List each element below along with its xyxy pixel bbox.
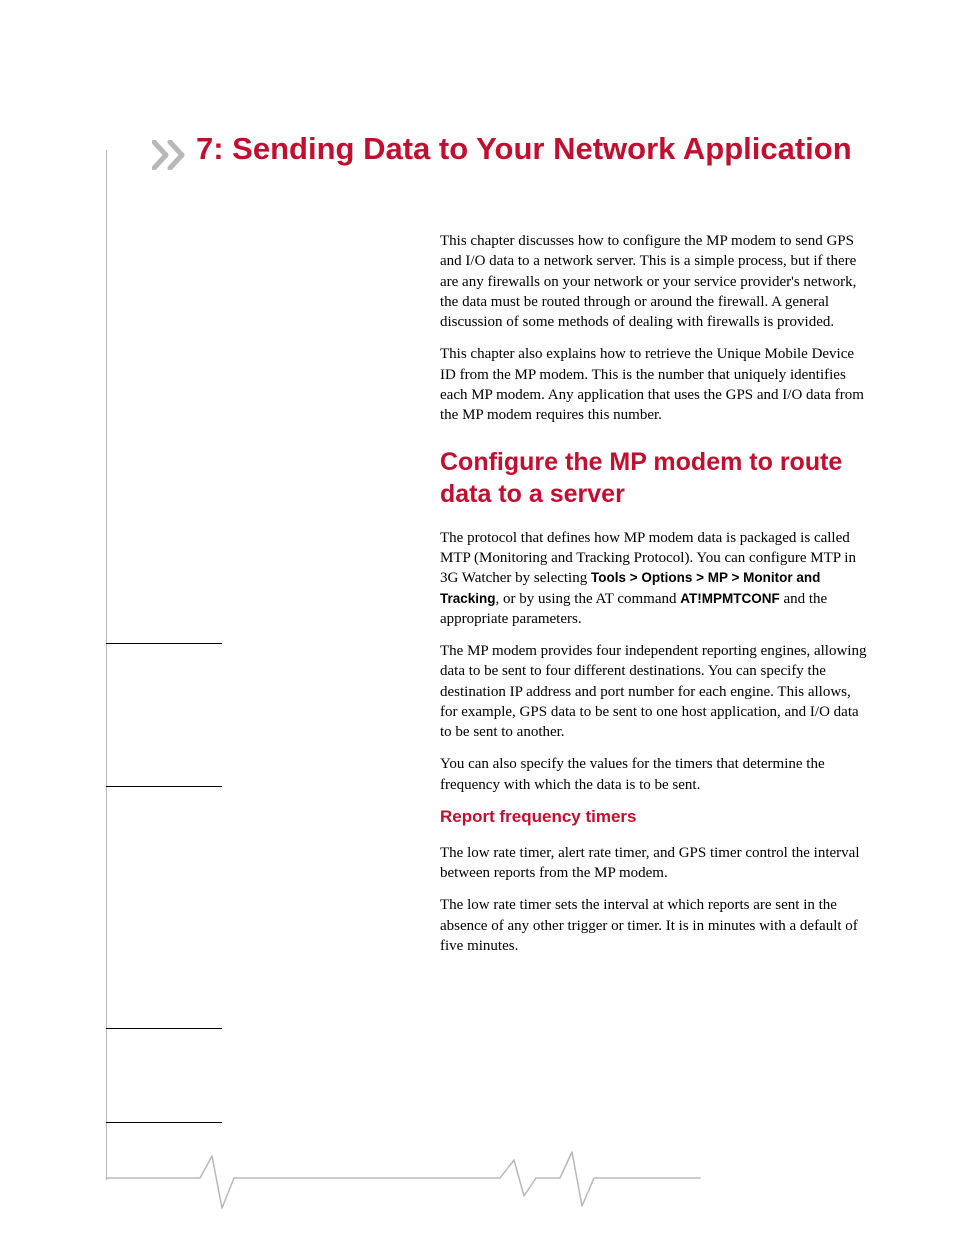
- section-rule: [106, 1028, 222, 1029]
- section-heading: Configure the MP modem to route data to …: [440, 447, 870, 510]
- subsection-heading: Report frequency timers: [440, 807, 870, 827]
- body-column: This chapter discusses how to configure …: [440, 231, 870, 968]
- body-paragraph: You can also specify the values for the …: [440, 754, 870, 795]
- body-paragraph: The low rate timer, alert rate timer, an…: [440, 843, 870, 884]
- left-vertical-rule: [106, 150, 107, 1180]
- body-paragraph: The protocol that defines how MP modem d…: [440, 528, 870, 629]
- section-rule: [106, 1122, 222, 1123]
- chapter-title: 7: Sending Data to Your Network Applicat…: [196, 130, 886, 169]
- body-paragraph: The MP modem provides four independent r…: [440, 641, 870, 742]
- page: 7: Sending Data to Your Network Applicat…: [0, 0, 954, 1235]
- at-command: AT!MPMTCONF: [680, 591, 779, 606]
- chapter-chevrons-icon: [152, 140, 192, 170]
- text-run: , or by using the AT command: [496, 591, 681, 607]
- section-rule: [106, 786, 222, 787]
- body-paragraph: This chapter also explains how to retrie…: [440, 344, 870, 425]
- section-rule: [106, 643, 222, 644]
- body-paragraph: The low rate timer sets the interval at …: [440, 895, 870, 956]
- body-paragraph: This chapter discusses how to configure …: [440, 231, 870, 332]
- footer-heartbeat-icon: [0, 1148, 954, 1208]
